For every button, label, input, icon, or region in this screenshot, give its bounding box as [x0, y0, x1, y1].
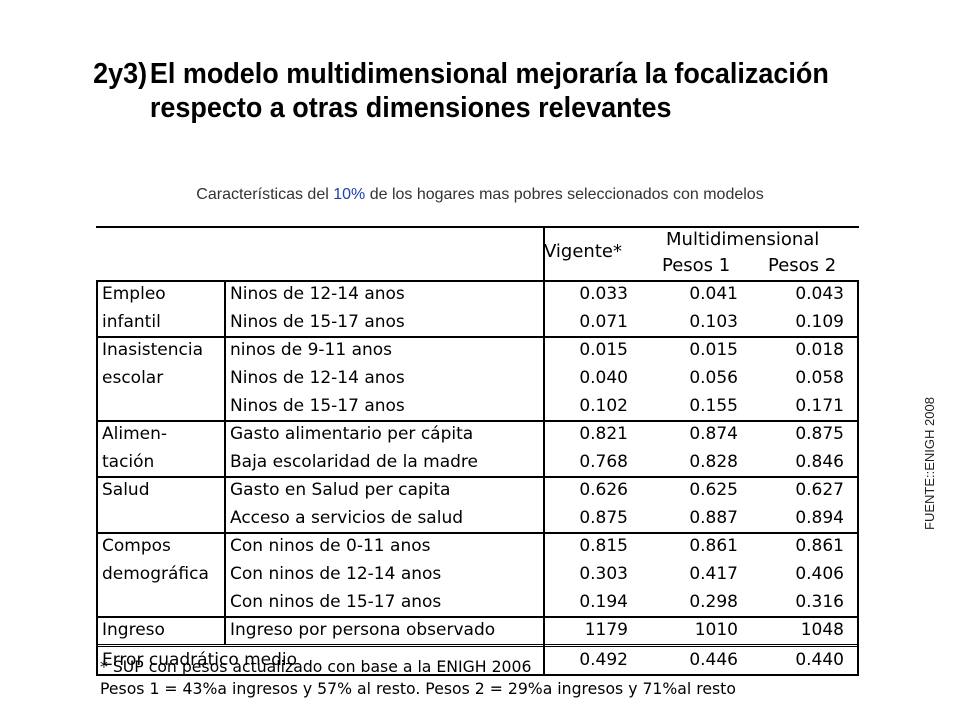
value-pesos-2: 0.171: [795, 396, 844, 416]
value-pesos-2: 0.316: [795, 592, 844, 612]
header-pesos-2: Pesos 2: [768, 255, 837, 276]
value-pesos-2: 0.058: [795, 368, 844, 388]
value-pesos-2: 1048: [800, 620, 844, 640]
source-label: FUENTE::ENIGH 2008: [922, 397, 937, 530]
table-border-left: [96, 280, 98, 674]
row-description: Acceso a servicios de salud: [230, 508, 464, 528]
value-pesos-1: 0.298: [689, 592, 738, 612]
caption-suffix: de los hogares mas pobres seleccionados …: [365, 186, 764, 203]
caption-prefix: Características del: [196, 186, 334, 203]
header-pesos-1: Pesos 1: [662, 255, 731, 276]
table-rule: [96, 674, 859, 676]
note-footnote: * SUP con pesos actualizado con base a l…: [100, 657, 532, 676]
table-rule: [96, 420, 859, 422]
value-vigente: 0.768: [579, 452, 628, 472]
group-label: escolar: [102, 368, 164, 388]
row-description: Gasto en Salud per capita: [230, 480, 451, 500]
value-vigente: 0.194: [579, 592, 628, 612]
group-label: tación: [102, 452, 155, 472]
error-label: Error cuadrático medio: [102, 650, 298, 670]
value-vigente: 0.875: [579, 508, 628, 528]
row-description: Con ninos de 15-17 anos: [230, 592, 442, 612]
row-description: Con ninos de 12-14 anos: [230, 564, 442, 584]
table-notes: * SUP con pesos actualizado con base a l…: [100, 656, 749, 700]
row-description: ninos de 9-11 anos: [230, 340, 393, 360]
table-rule: [96, 532, 859, 534]
table-rule: [96, 616, 859, 618]
value-pesos-1: 0.015: [689, 340, 738, 360]
error-pesos-1: 0.446: [689, 650, 738, 670]
row-description: Ninos de 12-14 anos: [230, 284, 405, 304]
value-pesos-2: 0.861: [795, 536, 844, 556]
group-label: Alimen-: [102, 424, 168, 444]
group-label: Inasistencia: [102, 340, 204, 360]
value-pesos-1: 0.041: [689, 284, 738, 304]
value-pesos-2: 0.894: [795, 508, 844, 528]
value-pesos-1: 0.861: [689, 536, 738, 556]
value-pesos-2: 0.043: [795, 284, 844, 304]
group-label: demográfica: [102, 564, 209, 584]
caption-highlight: 10%: [333, 186, 366, 203]
error-vigente: 0.492: [579, 650, 628, 670]
value-vigente: 0.303: [579, 564, 628, 584]
table-rule: [96, 226, 859, 228]
value-pesos-2: 0.846: [795, 452, 844, 472]
group-label: Ingreso: [102, 620, 165, 640]
value-vigente: 0.071: [579, 312, 628, 332]
table-border-right: [857, 280, 859, 674]
table-rule: [96, 644, 859, 647]
value-pesos-1: 0.874: [689, 424, 738, 444]
row-description: Con ninos de 0-11 anos: [230, 536, 431, 556]
table-caption: Características del 10% de los hogares m…: [0, 186, 960, 204]
table-column-rule: [543, 226, 545, 674]
group-label: infantil: [102, 312, 161, 332]
value-vigente: 0.102: [579, 396, 628, 416]
value-vigente: 0.821: [579, 424, 628, 444]
table-rule: [96, 336, 859, 338]
value-pesos-1: 0.056: [689, 368, 738, 388]
value-vigente: 0.626: [579, 480, 628, 500]
row-description: Baja escolaridad de la madre: [230, 452, 478, 472]
note-weights: Pesos 1 = 43%a ingresos y 57% al resto. …: [100, 679, 736, 698]
group-label: Salud: [102, 480, 150, 500]
value-pesos-1: 0.155: [689, 396, 738, 416]
value-vigente: 0.040: [579, 368, 628, 388]
row-description: Ninos de 12-14 anos: [230, 368, 405, 388]
value-pesos-1: 0.103: [689, 312, 738, 332]
value-pesos-1: 0.625: [689, 480, 738, 500]
value-pesos-2: 0.109: [795, 312, 844, 332]
group-label: Compos: [102, 536, 171, 556]
value-pesos-2: 0.875: [795, 424, 844, 444]
value-pesos-1: 0.828: [689, 452, 738, 472]
table-rule: [96, 476, 859, 478]
title-line-1: El modelo multidimensional mejoraría la …: [149, 58, 829, 90]
value-vigente: 0.815: [579, 536, 628, 556]
error-pesos-2: 0.440: [795, 650, 844, 670]
row-description: Ingreso por persona observado: [230, 620, 496, 640]
value-pesos-1: 0.887: [689, 508, 738, 528]
title-number: 2y3): [93, 58, 148, 90]
value-pesos-2: 0.627: [795, 480, 844, 500]
value-vigente: 0.033: [579, 284, 628, 304]
table-column-rule: [224, 280, 226, 644]
group-label: Empleo: [102, 284, 166, 304]
value-vigente: 1179: [584, 620, 628, 640]
title-line-2: respecto a otras dimensiones relevantes: [149, 92, 672, 124]
value-pesos-1: 1010: [694, 620, 738, 640]
header-vigente: Vigente*: [544, 241, 622, 262]
row-description: Ninos de 15-17 anos: [230, 396, 405, 416]
row-description: Ninos de 15-17 anos: [230, 312, 405, 332]
row-description: Gasto alimentario per cápita: [230, 424, 474, 444]
value-vigente: 0.015: [579, 340, 628, 360]
value-pesos-1: 0.417: [689, 564, 738, 584]
header-multidimensional: Multidimensional: [666, 229, 820, 250]
value-pesos-2: 0.018: [795, 340, 844, 360]
table-rule: [96, 280, 859, 282]
value-pesos-2: 0.406: [795, 564, 844, 584]
